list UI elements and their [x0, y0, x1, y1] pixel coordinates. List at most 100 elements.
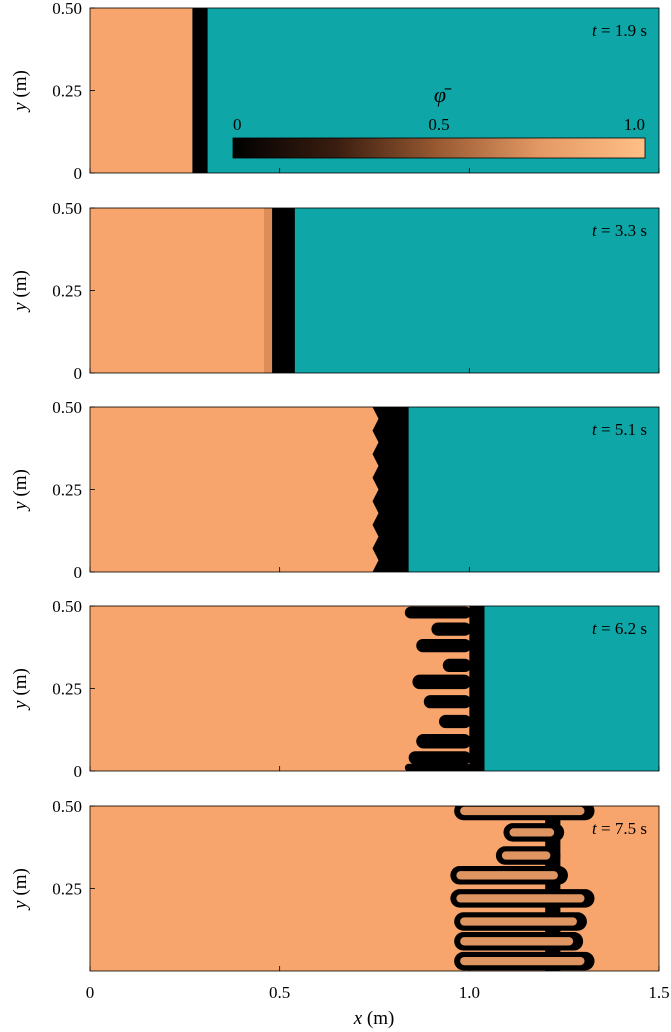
finger-core [460, 937, 574, 946]
finger-core [509, 828, 555, 837]
y-tick-label: 0.50 [52, 597, 82, 616]
y-tick-label: 0 [74, 563, 83, 582]
panel-3: 0 0.25 0.50 y (m) t = 5.1 s [10, 398, 660, 582]
y-tick-label: 0 [74, 762, 83, 781]
time-value: 5.1 [615, 420, 636, 439]
colorbar-tick-label: 0 [233, 115, 242, 134]
mixing-front [372, 407, 409, 572]
y-axis-var: y [10, 102, 31, 113]
time-eq: = [597, 21, 615, 40]
panel-4: 0 0.25 0.50 y (m) t = 6.2 s [10, 597, 660, 781]
y-tick-label: 0.50 [52, 398, 82, 417]
y-axis-unit: (m) [10, 868, 31, 900]
time-var: t [592, 420, 598, 439]
y-axis-var: y [10, 700, 31, 711]
mixing-front [192, 8, 208, 173]
time-eq: = [597, 420, 615, 439]
x-axis-unit: (m) [362, 1008, 394, 1029]
y-axis-unit: (m) [10, 70, 31, 102]
displaced-region-right [482, 606, 659, 771]
phi-field [90, 806, 659, 971]
time-label: t = 5.1 s [592, 420, 647, 439]
time-var: t [592, 619, 598, 638]
time-eq: = [597, 819, 615, 838]
injected-region [90, 8, 193, 173]
y-tick-label: 0.25 [52, 82, 82, 101]
finger [423, 695, 472, 709]
time-label: t = 7.5 s [592, 819, 647, 838]
x-axis-title: x (m) [353, 1008, 395, 1029]
y-axis-var: y [10, 302, 31, 313]
finger [431, 622, 472, 636]
mixing-front [469, 606, 485, 771]
y-tick-label: 0 [74, 364, 83, 383]
y-tick-label: 0.25 [52, 680, 82, 699]
x-tick-label: 0.5 [269, 983, 290, 1002]
y-tick-label: 0.50 [52, 199, 82, 218]
colorbar-tick-label: 1.0 [624, 115, 645, 134]
y-tick-label: 0.25 [52, 880, 82, 899]
colorbar-tick-label: 0.5 [428, 115, 449, 134]
finger-core [456, 871, 558, 880]
phi-field [90, 208, 659, 373]
finger-core [460, 806, 585, 816]
y-axis-var: y [10, 900, 31, 911]
y-axis-unit: (m) [10, 270, 31, 302]
finger [408, 751, 472, 765]
y-axis-title: y (m) [10, 868, 31, 911]
time-label: t = 6.2 s [592, 619, 647, 638]
panel-1: 00.250.50y (m)t = 1.9 s [10, 0, 660, 183]
phi-field [90, 407, 659, 572]
finger-core [456, 894, 585, 903]
time-unit: s [636, 221, 647, 240]
finger [442, 658, 472, 672]
injected-region [90, 407, 381, 572]
y-axis-title: y (m) [10, 70, 31, 113]
finger-core [460, 917, 577, 926]
y-axis-title: y (m) [10, 469, 31, 512]
time-var: t [592, 221, 598, 240]
front-blur [358, 407, 373, 572]
phi-field [90, 606, 659, 771]
y-tick-label: 0.25 [52, 481, 82, 500]
time-eq: = [597, 619, 615, 638]
y-axis-unit: (m) [10, 469, 31, 501]
injected-region [90, 208, 273, 373]
finger [416, 734, 472, 749]
finger [416, 639, 472, 653]
finger-core [501, 851, 551, 860]
time-eq: = [597, 221, 615, 240]
y-axis-var: y [10, 501, 31, 512]
panels: 00.250.50y (m)t = 1.9 s00.250.50y (m)t =… [10, 0, 670, 1002]
front-blur [264, 208, 273, 373]
x-axis-var: x [353, 1008, 363, 1029]
y-tick-label: 0.25 [52, 282, 82, 301]
panel-2: 0 0.25 0.50 y (m) t = 3.3 s [10, 199, 660, 383]
y-tick-label: 0 [74, 164, 83, 183]
colorbar: 0 0.5 1.0φ̄ [232, 82, 646, 159]
time-value: 1.9 [615, 21, 636, 40]
y-tick-label: 0.50 [52, 0, 82, 18]
y-tick-label: 0.50 [52, 797, 82, 816]
colorbar-bar [232, 137, 646, 159]
time-value: 6.2 [615, 619, 636, 638]
time-unit: s [636, 420, 647, 439]
y-axis-unit: (m) [10, 668, 31, 700]
x-tick-label: 0 [86, 983, 95, 1002]
finger-core [460, 956, 585, 966]
mixing-front [272, 208, 295, 373]
finger [438, 714, 472, 729]
time-unit: s [636, 21, 647, 40]
x-tick-label: 1.5 [648, 983, 669, 1002]
time-unit: s [636, 819, 647, 838]
finger [404, 606, 472, 619]
time-unit: s [636, 619, 647, 638]
time-var: t [592, 819, 598, 838]
x-axis-title-text: x (m) [353, 1008, 395, 1029]
panel-5: 0.25 0.50 0 0.5 1.0 1.5 y (m) t = 7.5 s [10, 797, 670, 1002]
time-value: 7.5 [615, 819, 636, 838]
y-axis-title: y (m) [10, 270, 31, 313]
x-tick-label: 1.0 [459, 983, 480, 1002]
time-label: t = 3.3 s [592, 221, 647, 240]
